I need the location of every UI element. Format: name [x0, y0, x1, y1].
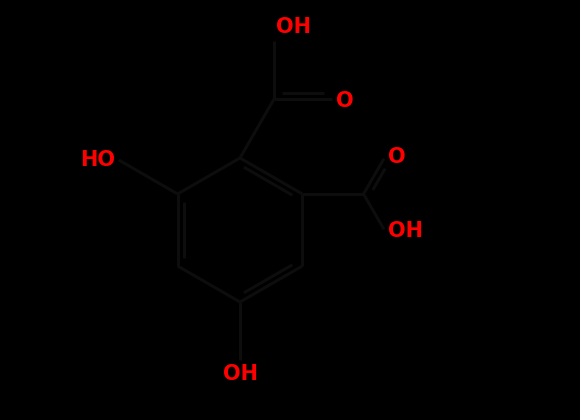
Text: HO: HO [80, 150, 115, 170]
Text: OH: OH [388, 221, 423, 241]
Text: OH: OH [223, 364, 258, 384]
Text: OH: OH [276, 17, 311, 37]
Text: O: O [388, 147, 405, 167]
Text: O: O [336, 91, 353, 111]
